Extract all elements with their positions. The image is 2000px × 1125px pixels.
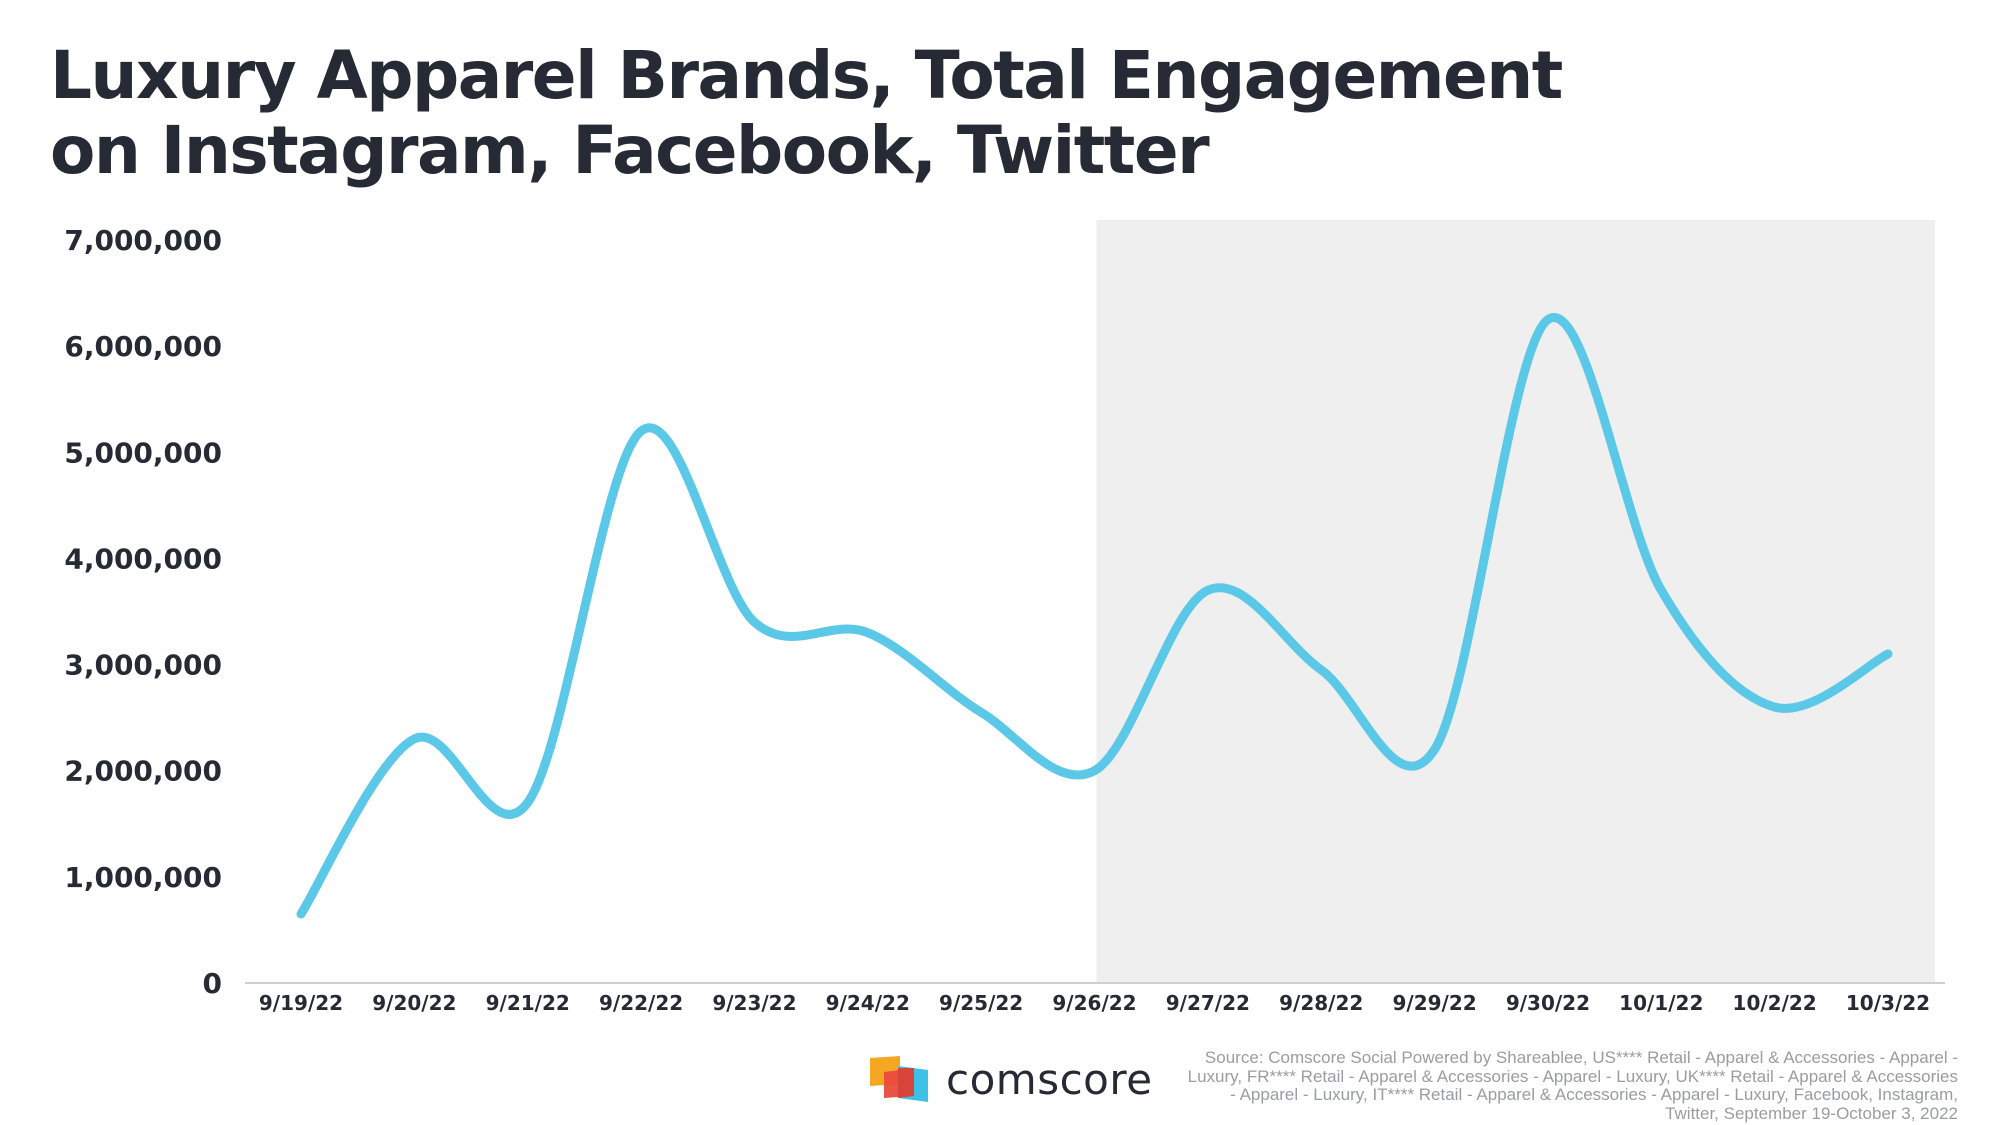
x-tick-label: 9/28/22 — [1279, 991, 1363, 1015]
y-axis: 0 1,000,000 2,000,000 3,000,000 4,000,000 5,0… — [64, 224, 222, 1000]
x-tick-label: 9/20/22 — [372, 991, 456, 1015]
x-tick-label: 9/21/22 — [486, 991, 570, 1015]
x-tick-label: 9/24/22 — [826, 991, 910, 1015]
chart-title: Luxury Apparel Brands, Total Engagement … — [50, 38, 1750, 188]
x-tick-label: 9/26/22 — [1052, 991, 1136, 1015]
line-chart: 0 1,000,000 2,000,000 3,000,000 4,000,000 5,0… — [64, 220, 1945, 1015]
x-tick-label: 9/25/22 — [939, 991, 1023, 1015]
y-tick-label: 0 — [203, 967, 222, 1000]
y-tick-label: 1,000,000 — [64, 861, 222, 894]
y-tick-label: 4,000,000 — [64, 542, 222, 575]
source-note: Source: Comscore Social Powered by Share… — [1187, 1048, 1958, 1123]
comscore-logo-text: comscore — [946, 1055, 1153, 1104]
x-tick-label: 9/22/22 — [599, 991, 683, 1015]
engagement-series-line — [296, 313, 1893, 919]
comscore-logo-icon — [870, 1056, 928, 1102]
y-tick-label: 7,000,000 — [64, 224, 222, 257]
x-tick-label: 10/2/22 — [1733, 991, 1817, 1015]
x-tick-label: 9/30/22 — [1506, 991, 1590, 1015]
y-tick-label: 3,000,000 — [64, 649, 222, 682]
x-tick-label: 10/1/22 — [1619, 991, 1703, 1015]
x-tick-label: 9/29/22 — [1392, 991, 1476, 1015]
chart-title-line-2: on Instagram, Facebook, Twitter — [50, 112, 1210, 189]
comscore-logo: comscore — [870, 1052, 1170, 1112]
y-tick-label: 6,000,000 — [64, 330, 222, 363]
x-tick-label: 9/27/22 — [1166, 991, 1250, 1015]
x-axis: 9/19/22 9/20/22 9/21/22 9/22/22 9/23/22 9/24/… — [259, 991, 1930, 1015]
x-tick-label: 9/19/22 — [259, 991, 343, 1015]
y-tick-label: 2,000,000 — [64, 755, 222, 788]
x-tick-label: 10/3/22 — [1846, 991, 1930, 1015]
y-tick-label: 5,000,000 — [64, 436, 222, 469]
chart-title-line-1: Luxury Apparel Brands, Total Engagement — [50, 37, 1563, 114]
highlight-band — [1096, 220, 1935, 983]
x-tick-label: 9/23/22 — [712, 991, 796, 1015]
